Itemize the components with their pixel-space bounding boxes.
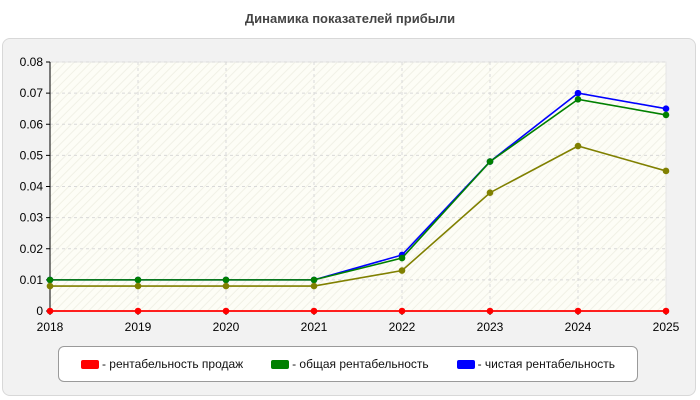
legend: - рентабельность продаж - общая рентабел…: [58, 346, 638, 382]
x-tick-label: 2021: [301, 320, 328, 334]
data-point: [134, 276, 142, 284]
x-tick-label: 2022: [389, 320, 416, 334]
legend-item-total-profitability[interactable]: - общая рентабельность: [271, 357, 429, 371]
data-point: [662, 307, 670, 315]
y-tick-label: 0: [36, 304, 43, 318]
data-point: [398, 267, 406, 274]
data-point: [310, 307, 318, 315]
x-tick-label: 2019: [125, 320, 152, 334]
data-point: [222, 282, 230, 290]
x-tick-label: 2025: [653, 320, 680, 334]
data-point: [310, 276, 318, 284]
y-tick-label: 0.07: [20, 86, 44, 100]
legend-swatch-red: [80, 359, 99, 369]
data-point: [662, 167, 670, 175]
data-point: [486, 189, 494, 197]
data-point: [574, 307, 582, 315]
y-tick-labels: 0 0.01 0.02 0.03 0.04 0.05 0.06 0.07 0.08: [20, 55, 44, 318]
data-point: [486, 158, 494, 165]
data-point: [662, 105, 670, 112]
data-point: [46, 276, 54, 284]
data-point: [574, 96, 582, 103]
legend-item-sales-profitability[interactable]: - рентабельность продаж: [80, 357, 244, 371]
x-tick-label: 2024: [565, 320, 592, 334]
chart-title: Динамика показателей прибыли: [244, 11, 456, 26]
data-point: [574, 142, 582, 150]
data-point: [486, 307, 494, 315]
data-point: [134, 282, 142, 290]
x-tick-labels: 2018 2019 2020 2021 2022 2023 2024 2025: [37, 320, 680, 334]
data-point: [222, 276, 230, 284]
data-point: [662, 111, 670, 119]
data-point: [134, 307, 142, 315]
series-line: [50, 145, 667, 287]
x-tick-label: 2018: [37, 320, 64, 334]
y-tick-label: 0.01: [20, 273, 44, 287]
y-tick-label: 0.05: [20, 148, 44, 162]
x-tick-label: 2023: [477, 320, 504, 334]
grid-lines: [50, 61, 666, 311]
data-point: [398, 307, 406, 315]
data-point: [46, 307, 54, 315]
legend-label: - чистая рентабельность: [477, 357, 616, 371]
y-tick-label: 0.04: [20, 180, 44, 194]
y-tick-label: 0.03: [20, 211, 44, 225]
data-point: [46, 282, 54, 290]
y-tick-label: 0.06: [20, 117, 44, 131]
data-point: [574, 89, 582, 97]
series-line: [50, 98, 667, 281]
y-tick-label: 0.08: [20, 55, 44, 69]
data-point: [222, 307, 230, 315]
data-point: [398, 254, 406, 262]
legend-label: - общая рентабельность: [292, 357, 429, 371]
legend-swatch-blue: [456, 359, 475, 369]
series-layer: [46, 89, 670, 315]
data-point: [310, 282, 318, 290]
y-tick-label: 0.02: [20, 242, 44, 256]
x-tick-label: 2020: [213, 320, 240, 334]
legend-swatch-green: [271, 359, 290, 369]
legend-item-net-profitability[interactable]: - чистая рентабельность: [456, 357, 616, 371]
legend-label: - рентабельность продаж: [101, 357, 244, 371]
